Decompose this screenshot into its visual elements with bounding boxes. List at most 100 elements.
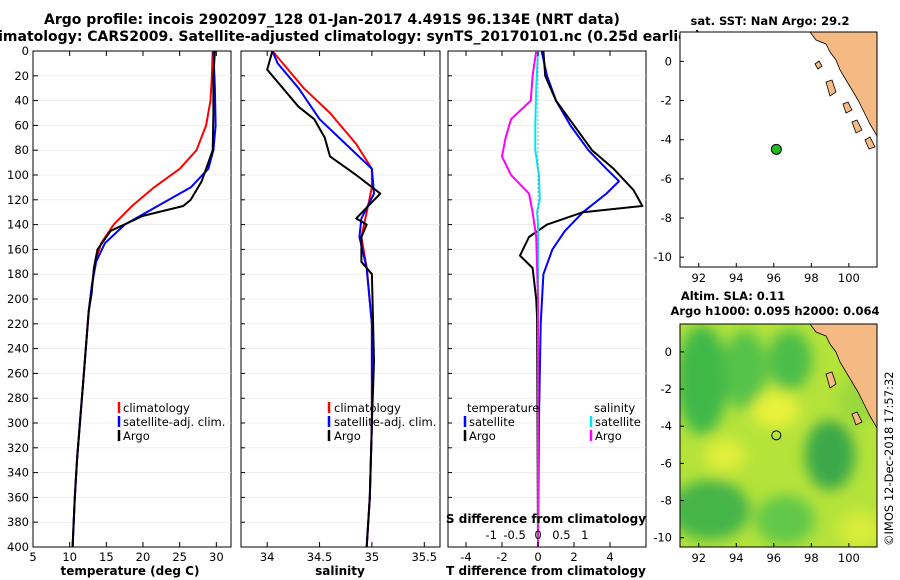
y-tick-label: 20: [14, 69, 29, 83]
island-pagai: [864, 136, 876, 150]
sst-map-title: sat. SST: NaN Argo: 29.2: [690, 14, 849, 28]
series-line-argo: [266, 50, 382, 548]
map-y-tick-label: -10: [653, 250, 672, 264]
map-y-tick-label: 0: [665, 54, 672, 68]
x-tick-label: 15: [99, 550, 114, 564]
y-tick-label: 220: [7, 317, 29, 331]
map-y-tick-label: -4: [661, 133, 672, 147]
x-tick-label: 34.5: [307, 550, 333, 564]
y-tick-label: 320: [7, 441, 29, 455]
legend-label-t-argo: Argo: [469, 429, 496, 443]
s-difference-xlabel: S difference from climatology: [446, 512, 646, 526]
island-nias: [825, 79, 837, 97]
y-tick-label: 360: [7, 490, 29, 504]
title-line-2: Climatology: CARS2009. Satellite-adjuste…: [0, 29, 701, 45]
sla-field: [680, 324, 877, 547]
legend-label-argo: Argo: [334, 429, 361, 443]
salinity-legend: climatology satellite-adj. clim. Argo: [327, 401, 436, 443]
sst-map-land: [809, 32, 877, 150]
legend-label-s-argo: Argo: [595, 429, 622, 443]
x-tick-label: 34: [260, 550, 275, 564]
argo-float-marker: [771, 430, 782, 441]
y-tick-label: 120: [7, 193, 29, 207]
s-tick-label: 0: [534, 528, 541, 542]
y-tick-label: 240: [7, 342, 29, 356]
y-tick-label: 180: [7, 267, 29, 281]
x-tick-label: -4: [460, 550, 471, 564]
argo-float-marker: [770, 143, 782, 155]
sla-island-siberut: [851, 411, 863, 426]
y-tick-label: 40: [14, 94, 29, 108]
y-tick-label: 100: [7, 168, 29, 182]
legend-label-argo: Argo: [123, 429, 150, 443]
salinity-diff-legend: salinity satellite Argo: [589, 401, 641, 443]
x-tick-label: 35: [365, 550, 380, 564]
map-y-tick-label: -2: [661, 94, 672, 108]
x-tick-label: 5: [29, 550, 36, 564]
map-y-tick-label: -4: [661, 419, 672, 433]
s-tick-label: -0.5: [503, 528, 525, 542]
difference-panel: -4 -2 0 2 4 -1 -0.5 0 0.5 1 S difference from cli…: [446, 50, 647, 578]
map-y-tick-label: 0: [665, 345, 672, 359]
map-x-tick-label: 94: [729, 271, 744, 285]
salinity-panel: 34 34.5 35 35.5 salinity climatology satell…: [240, 50, 441, 578]
x-tick-label: 2: [570, 550, 577, 564]
y-tick-label: 280: [7, 391, 29, 405]
map-x-tick-label: 100: [838, 271, 860, 285]
x-tick-label: 20: [136, 550, 151, 564]
island-batu: [842, 101, 853, 114]
series-line-t-argo: [519, 50, 644, 548]
legend-label-satellite-adj: satellite-adj. clim.: [123, 415, 225, 429]
map-x-tick-label: 96: [766, 551, 781, 565]
sumatra-coast: [809, 32, 877, 137]
legend-heading-temperature: temperature: [467, 401, 539, 415]
temperature-panel: 5 10 15 20 25 3002040608010012014016018020022…: [7, 44, 232, 578]
temperature-xlabel: temperature (deg C): [61, 564, 200, 578]
x-tick-label: 4: [606, 550, 613, 564]
map-y-tick-label: -6: [661, 456, 672, 470]
y-tick-label: 0: [22, 44, 29, 58]
legend-heading-salinity: salinity: [594, 401, 635, 415]
sla-island-nias: [825, 371, 837, 389]
t-difference-xlabel: T difference from climatology: [446, 564, 646, 578]
x-tick-label: 30: [209, 550, 224, 564]
y-tick-label: 260: [7, 366, 29, 380]
legend-label-satellite-adj: satellite-adj. clim.: [334, 415, 436, 429]
map-x-tick-label: 100: [838, 551, 860, 565]
series-line-s-argo: [501, 50, 539, 547]
x-tick-label: 0: [534, 550, 541, 564]
sst-map-panel: sat. SST: NaN Argo: 29.2 92 94 96 98 100 0 -2 -…: [653, 14, 878, 285]
map-y-tick-label: -10: [653, 531, 672, 545]
y-tick-label: 60: [14, 118, 29, 132]
map-x-tick-label: 92: [691, 551, 706, 565]
y-tick-label: 340: [7, 466, 29, 480]
legend-label-t-satellite: satellite: [469, 415, 515, 429]
y-tick-label: 380: [7, 515, 29, 529]
title-line-1: Argo profile: incois 2902097_128 01-Jan-…: [44, 12, 620, 28]
watermark: ©IMOS 12-Dec-2018 17:57:32: [882, 371, 896, 546]
sst-map-frame: [679, 31, 878, 268]
sla-map-title: Altim. SLA: 0.11: [681, 289, 785, 303]
island-simeulue: [814, 60, 823, 70]
sla-map-frame: [679, 323, 878, 548]
legend-label-climatology: climatology: [334, 401, 401, 415]
y-tick-label: 80: [14, 143, 29, 157]
s-tick-label: -1: [485, 528, 496, 542]
x-tick-label: -2: [496, 550, 507, 564]
map-x-tick-label: 98: [804, 551, 819, 565]
y-tick-label: 160: [7, 242, 29, 256]
map-y-tick-label: -2: [661, 382, 672, 396]
sla-sumatra-coast: [809, 324, 877, 429]
y-tick-label: 400: [7, 540, 29, 554]
salinity-xlabel: salinity: [315, 564, 365, 578]
sla-map-subtitle: Argo h1000: 0.095 h2000: 0.064: [670, 304, 879, 318]
x-tick-label: 35.5: [411, 550, 437, 564]
temperature-legend: climatology satellite-adj. clim. Argo: [117, 401, 225, 443]
s-tick-label: 0.5: [552, 528, 570, 542]
legend-label-s-satellite: satellite: [595, 415, 641, 429]
legend-label-climatology: climatology: [123, 401, 190, 415]
y-tick-label: 140: [7, 218, 29, 232]
map-y-tick-label: -8: [661, 494, 672, 508]
x-tick-label: 25: [172, 550, 187, 564]
